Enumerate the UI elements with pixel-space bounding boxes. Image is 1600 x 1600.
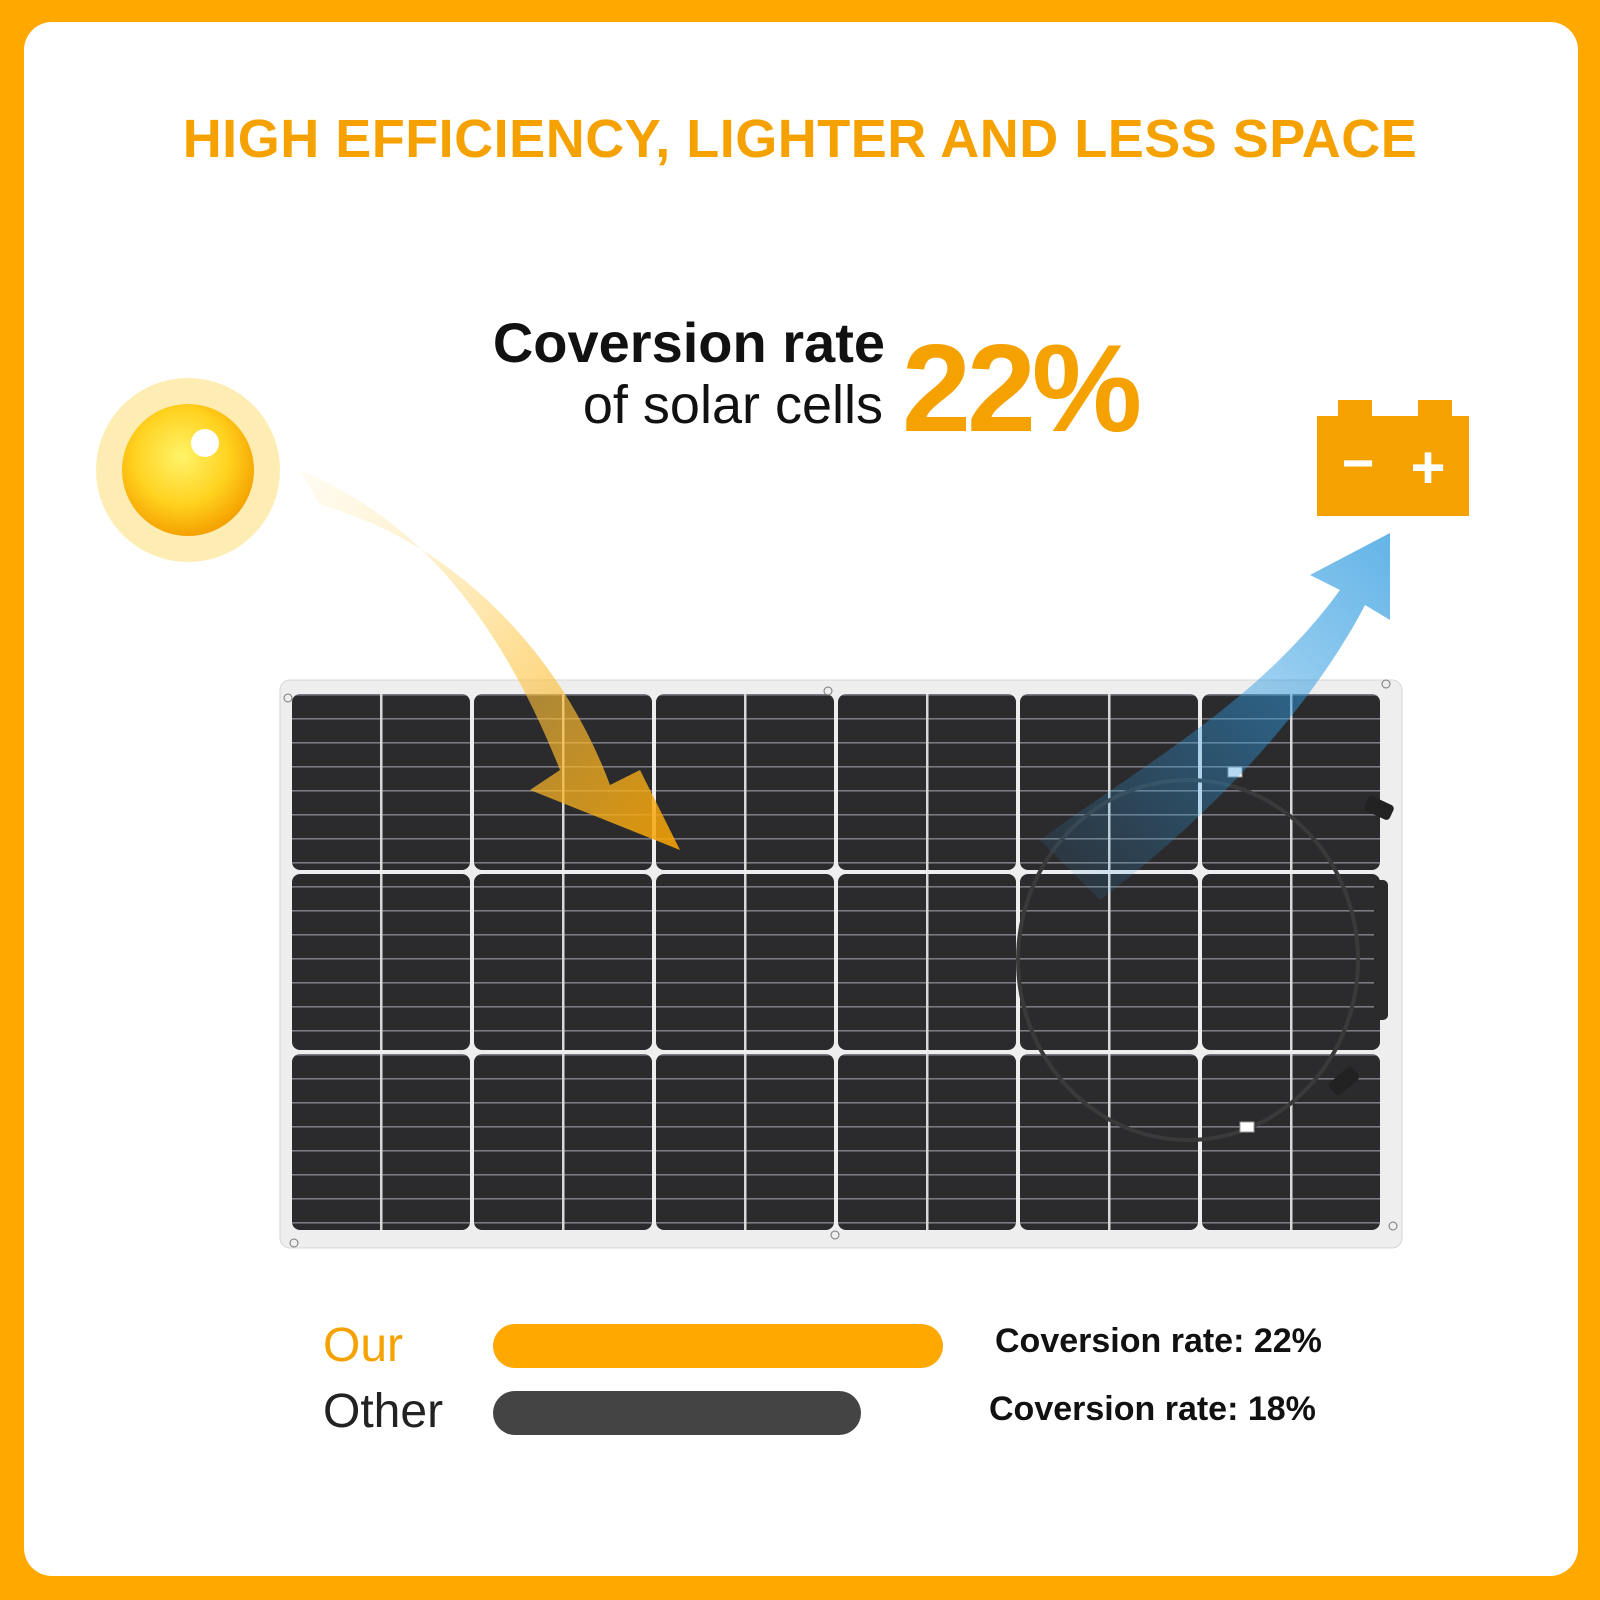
energy-arrow bbox=[1040, 533, 1390, 900]
our-rate-text: Coversion rate: 22% bbox=[995, 1322, 1322, 1360]
our-bar bbox=[493, 1324, 943, 1368]
cell-busbar bbox=[926, 874, 929, 1050]
cell-busbar bbox=[1108, 694, 1111, 870]
our-label: Our bbox=[323, 1319, 404, 1372]
battery-plus: + bbox=[1410, 434, 1445, 501]
other-bar-track bbox=[493, 1391, 943, 1435]
hero-subtitle: of solar cells bbox=[582, 375, 883, 435]
sun-icon bbox=[96, 378, 280, 562]
cell-busbar bbox=[380, 694, 383, 870]
cell-busbar bbox=[1290, 1054, 1293, 1230]
hero-percent: 22% bbox=[902, 320, 1142, 458]
cell-busbar bbox=[380, 874, 383, 1050]
hero-title: Coversion rate bbox=[492, 311, 885, 374]
cell-busbar bbox=[1108, 1054, 1111, 1230]
cell-busbar bbox=[744, 1054, 747, 1230]
cell-busbar bbox=[562, 1054, 565, 1230]
our-bar-track bbox=[493, 1324, 943, 1368]
battery-icon: − + bbox=[1317, 400, 1469, 516]
battery-minus: − bbox=[1342, 431, 1375, 494]
other-label: Other bbox=[323, 1385, 444, 1438]
other-rate-text: Coversion rate: 18% bbox=[989, 1390, 1316, 1428]
cell-busbar bbox=[1290, 694, 1293, 870]
cell-busbar bbox=[1108, 874, 1111, 1050]
cell-busbar bbox=[926, 1054, 929, 1230]
other-bar bbox=[493, 1391, 862, 1435]
cell-busbar bbox=[926, 694, 929, 870]
cell-busbar bbox=[562, 874, 565, 1050]
cell-busbar bbox=[744, 694, 747, 870]
sun-ray-arrow bbox=[300, 470, 680, 850]
cell-busbar bbox=[1290, 874, 1293, 1050]
cell-busbar bbox=[380, 1054, 383, 1230]
headline: HIGH EFFICIENCY, LIGHTER AND LESS SPACE bbox=[182, 109, 1418, 169]
cell-busbar bbox=[744, 874, 747, 1050]
